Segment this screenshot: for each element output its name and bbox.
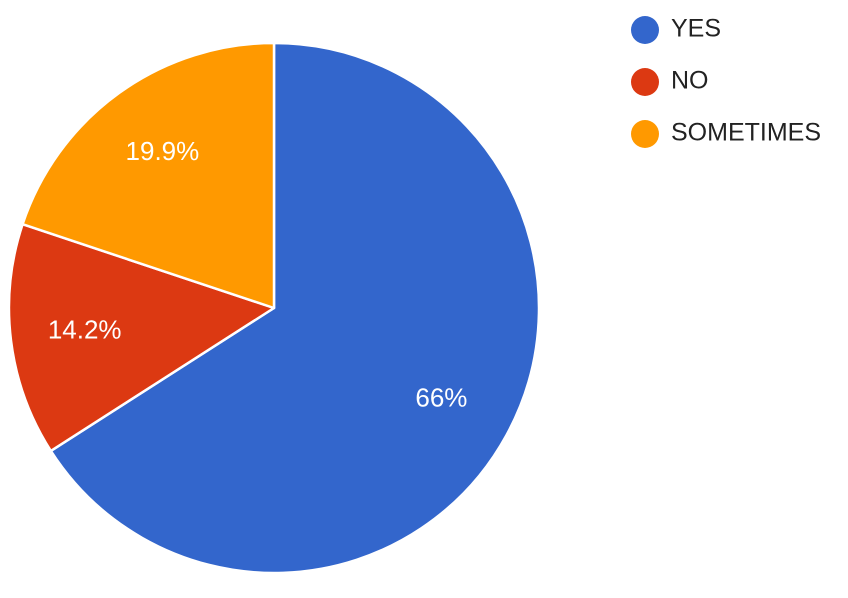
data-label-yes: 66%	[415, 382, 467, 412]
data-label-no: 14.2%	[48, 314, 122, 344]
legend: YES NO SOMETIMES	[631, 15, 821, 148]
legend-label-yes: YES	[671, 15, 721, 43]
legend-swatch-yes	[631, 16, 659, 44]
legend-label-sometimes: SOMETIMES	[671, 119, 821, 147]
pie-slices	[7, 41, 541, 575]
legend-item-sometimes: SOMETIMES	[631, 119, 821, 148]
pie-slice-sometimes	[21, 41, 276, 310]
pie-slice-no	[7, 222, 276, 453]
legend-item-no: NO	[631, 67, 709, 96]
data-label-sometimes: 19.9%	[126, 136, 200, 166]
legend-swatch-sometimes	[631, 120, 659, 148]
pie-slice-yes	[49, 41, 541, 575]
legend-label-no: NO	[671, 67, 709, 95]
legend-swatch-no	[631, 68, 659, 96]
pie-data-labels: 66% 14.2% 19.9%	[48, 136, 468, 412]
legend-item-yes: YES	[631, 15, 721, 44]
